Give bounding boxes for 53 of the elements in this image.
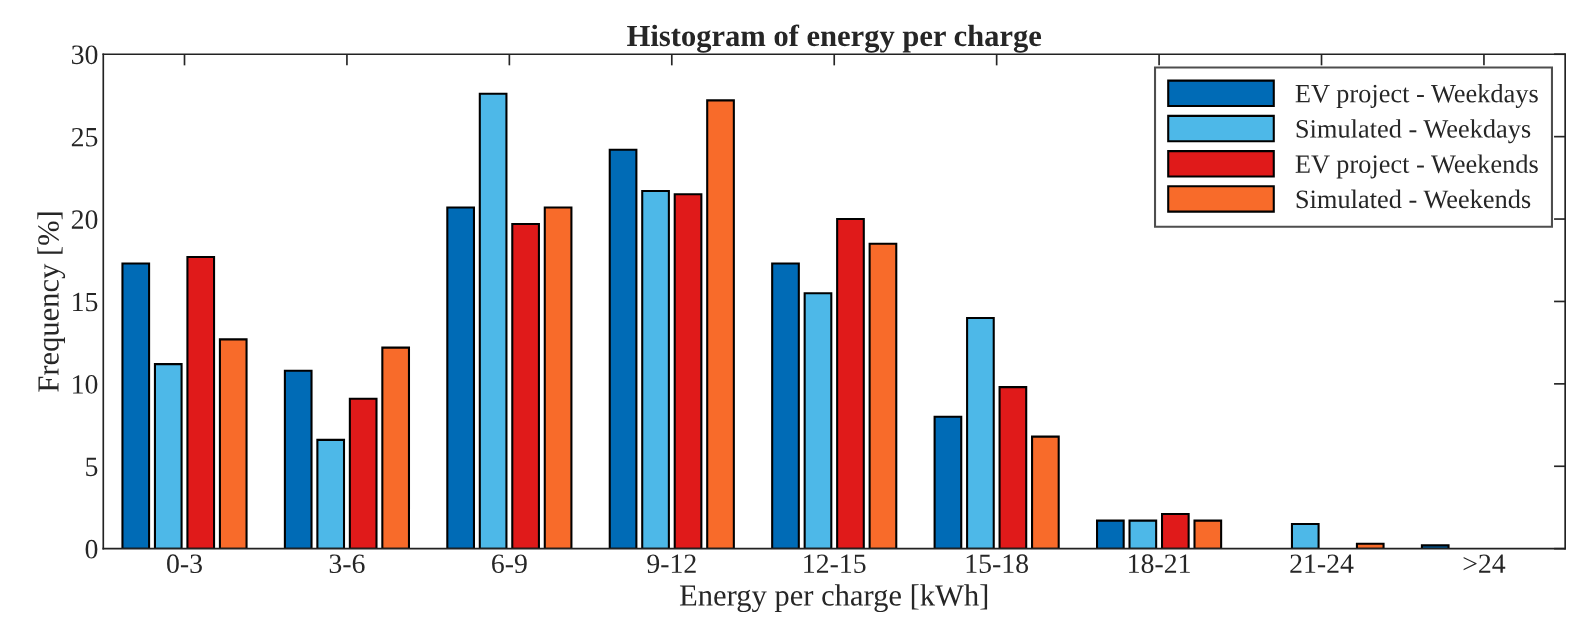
y-tick-label: 10 — [73, 375, 98, 394]
x-tick-label: 12-15 — [804, 554, 866, 574]
x-tick-label: 18-21 — [1129, 554, 1190, 574]
x-tick-label: 15-18 — [966, 554, 1028, 574]
bar — [218, 338, 248, 549]
legend-label: EV project - Weekdays — [1295, 83, 1538, 108]
bar — [186, 255, 216, 549]
bar — [1096, 519, 1125, 549]
bar — [1290, 522, 1320, 549]
y-tick-label: 25 — [71, 127, 98, 147]
y-axis-title: Frequency [%] — [37, 212, 66, 392]
bar — [121, 262, 151, 549]
legend-label: Simulated - Weekends — [1296, 189, 1531, 209]
bar — [836, 218, 865, 549]
bar — [966, 316, 995, 549]
bar — [641, 189, 670, 549]
bar — [1160, 513, 1190, 549]
bar — [446, 206, 475, 549]
bar — [543, 206, 573, 549]
y-tick-label: 15 — [73, 292, 98, 312]
bar — [381, 346, 411, 549]
x-tick-label: 6-9 — [492, 554, 527, 574]
bar — [608, 148, 638, 549]
x-tick-label: 9-12 — [647, 554, 696, 574]
bar — [1031, 435, 1060, 549]
x-tick-label: 21-24 — [1290, 554, 1354, 573]
bar — [283, 369, 313, 549]
bar — [803, 292, 833, 549]
legend-label: Simulated - Weekdays — [1296, 119, 1531, 144]
x-tick-label: 0-3 — [167, 554, 202, 574]
x-tick-label: >24 — [1463, 554, 1506, 573]
bar — [511, 222, 540, 549]
bar — [478, 92, 508, 549]
bar — [316, 438, 346, 549]
y-tick-label: 5 — [86, 457, 98, 477]
bar — [1128, 519, 1158, 549]
y-tick-label: 0 — [85, 539, 98, 559]
bar — [998, 386, 1028, 549]
bar — [153, 363, 183, 549]
bar — [1420, 544, 1450, 549]
y-tick-label: 30 — [71, 45, 98, 65]
x-tick-label: 3-6 — [329, 554, 365, 574]
x-axis-title: Energy per charge [kWh] — [679, 584, 988, 613]
bar — [706, 99, 735, 549]
legend-label: EV project - Weekends — [1295, 154, 1538, 179]
bar — [673, 193, 703, 549]
bar — [348, 397, 378, 549]
bar — [868, 242, 898, 549]
bar — [1193, 519, 1223, 549]
bar — [771, 262, 800, 549]
bar — [933, 415, 963, 549]
y-tick-label: 20 — [71, 210, 98, 229]
chart-title: Histogram of energy per charge — [627, 24, 1042, 53]
